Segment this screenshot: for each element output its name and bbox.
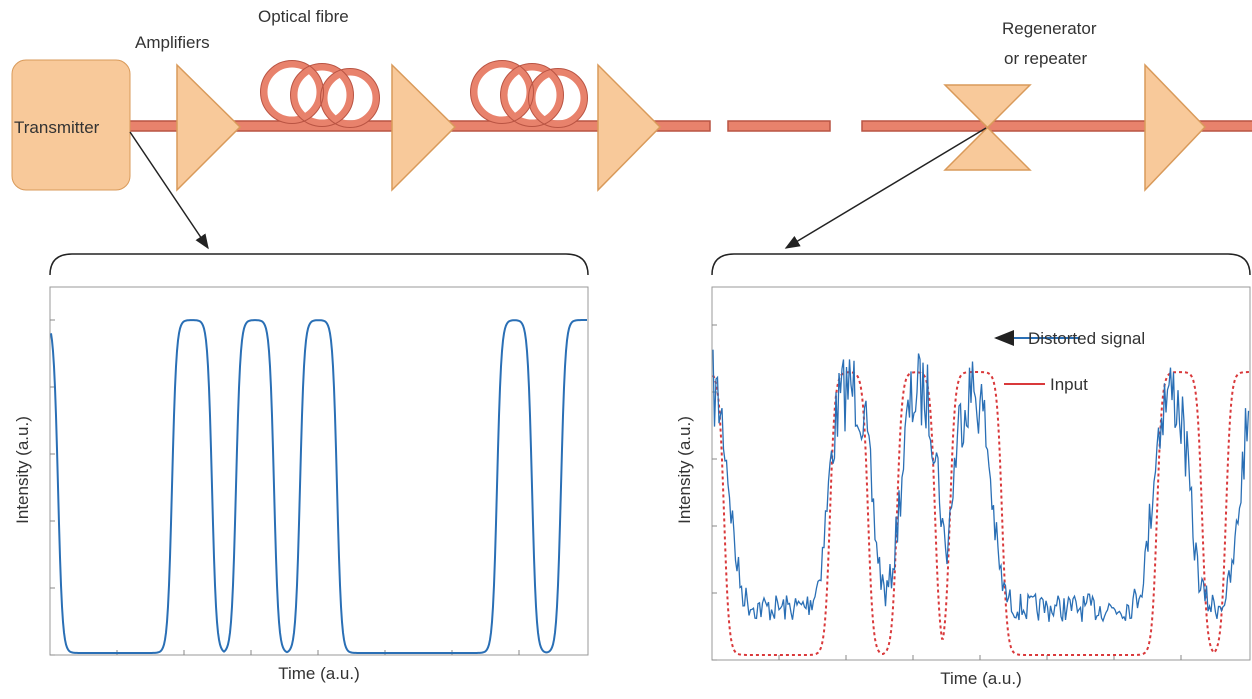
amplifiers-label: Amplifiers — [135, 33, 210, 52]
distorted-signal — [712, 349, 1250, 623]
transmitter-label: Transmitter — [14, 118, 100, 137]
x-axis-label: Time (a.u.) — [940, 669, 1022, 688]
x-axis-label: Time (a.u.) — [278, 664, 360, 683]
fibre-coil — [260, 60, 588, 128]
amplifier — [176, 63, 1207, 192]
brace — [49, 253, 1251, 276]
clean-signal — [50, 319, 587, 654]
fibre-coil-edge — [260, 60, 588, 128]
annotation: Input — [1050, 375, 1088, 394]
regenerator — [943, 84, 1032, 171]
pointer-arrow — [129, 127, 987, 250]
annotation: Distorted signal — [1028, 329, 1145, 348]
y-axis-label: Intensity (a.u.) — [675, 416, 694, 524]
fibre-label: Optical fibre — [258, 7, 349, 26]
transmitter-box — [11, 59, 131, 191]
y-axis-label: Intensity (a.u.) — [13, 416, 32, 524]
plot-frame — [49, 286, 1251, 661]
regenerator-label: or repeater — [1004, 49, 1087, 68]
regenerator-label: Regenerator — [1002, 19, 1097, 38]
